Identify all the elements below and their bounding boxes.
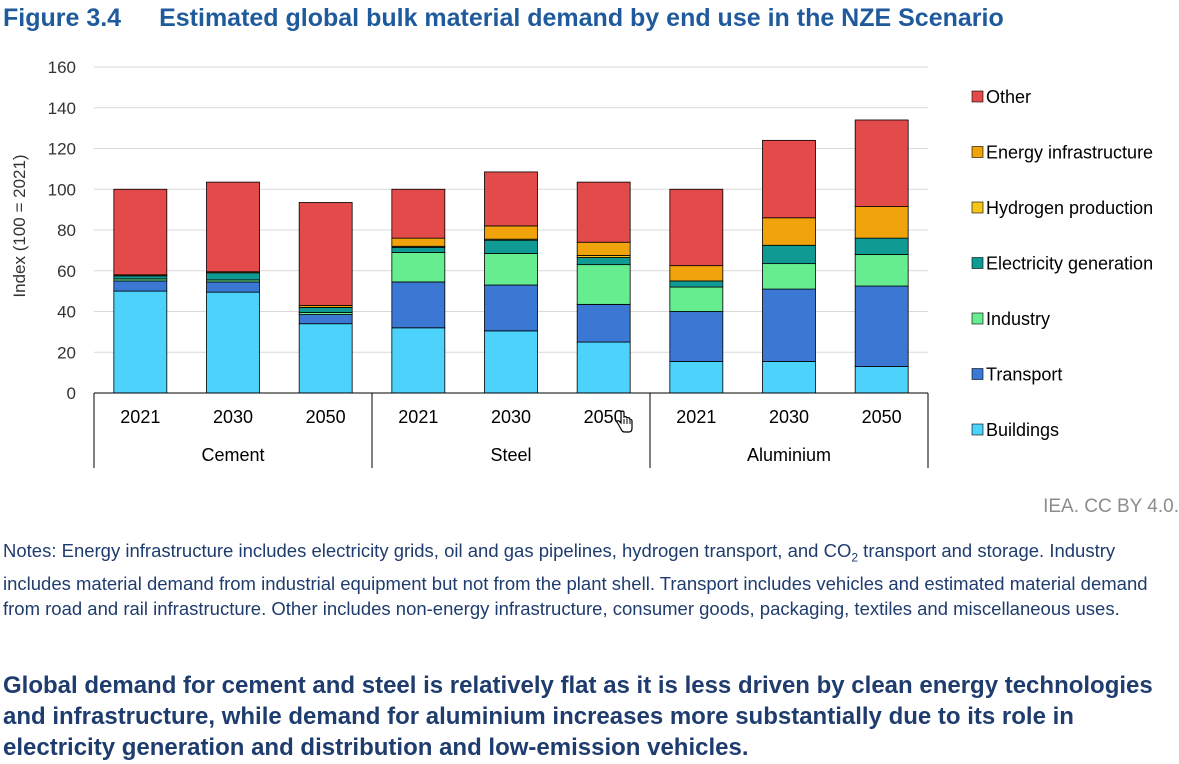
legend-label: Other: [986, 87, 1031, 107]
bar-segment: [762, 139, 816, 219]
bar-segment: [576, 241, 631, 256]
bar-segment: [576, 341, 631, 394]
bar-segment: [762, 361, 816, 394]
figure-number: Figure 3.4: [3, 4, 122, 32]
bar-segment: [113, 280, 168, 292]
bar-segment: [484, 330, 538, 394]
bar-segment: [669, 265, 724, 282]
notes-part-2: transport and storage. Industry includes…: [3, 540, 1148, 619]
bar-segment: [669, 311, 724, 362]
bar-segment: [762, 244, 816, 265]
bar-segment: [298, 307, 353, 313]
bar-segment: [298, 314, 353, 325]
notes: Notes: Energy infrastructure includes el…: [3, 538, 1163, 621]
legend-swatch: [971, 312, 984, 325]
x-tick-label: 2030: [213, 407, 253, 427]
x-group-label: Aluminium: [747, 445, 831, 465]
legend-swatch: [971, 423, 984, 436]
legend-swatch: [971, 368, 984, 380]
hand-cursor-icon: [616, 410, 633, 433]
legend-swatch: [971, 201, 984, 214]
bar-segment: [484, 284, 538, 332]
x-group-label: Cement: [201, 445, 264, 465]
y-tick-label: 0: [67, 384, 76, 403]
bar-segment: [113, 275, 168, 280]
legend-label: Transport: [986, 365, 1062, 385]
y-tick-label: 20: [57, 343, 76, 362]
y-tick-label: 80: [57, 221, 76, 240]
bar-segment: [484, 225, 538, 240]
bar-segment: [669, 361, 724, 394]
bar-segment: [669, 188, 724, 267]
x-tick-label: 2050: [584, 407, 624, 427]
x-tick-label: 2030: [769, 407, 809, 427]
bar-segment: [854, 119, 909, 207]
bar-segment: [576, 264, 631, 305]
credit-text: IEA. CC BY 4.0.: [1043, 496, 1179, 517]
bars: [113, 119, 909, 394]
bar-segment: [113, 188, 168, 276]
y-tick-label: 100: [48, 180, 76, 199]
bar-segment: [854, 206, 909, 239]
legend-label: Electricity generation: [986, 254, 1153, 274]
x-tick-label: 2050: [862, 407, 902, 427]
notes-subscript: 2: [851, 550, 859, 565]
y-tick-label: 160: [48, 58, 76, 77]
bar-segment: [391, 246, 446, 253]
y-tick-label: 40: [57, 303, 76, 322]
bar-segment: [854, 237, 909, 255]
bar-segment: [206, 272, 260, 281]
bar-segment: [576, 303, 631, 343]
bar-segment: [391, 188, 446, 239]
figure-title: Figure 3.4 Estimated global bulk material…: [3, 4, 1004, 33]
x-group-label: Steel: [490, 445, 531, 465]
legend-label: Buildings: [986, 420, 1059, 440]
bar-segment: [484, 239, 538, 254]
legend-swatch: [971, 90, 984, 103]
x-tick-label: 2050: [306, 407, 346, 427]
bar-segment: [298, 202, 353, 306]
legend-swatch: [971, 257, 984, 269]
y-axis-ticks: 0 20 40 60 80 100 120 140 160: [48, 58, 76, 403]
legend-label: Energy infrastructure: [986, 143, 1153, 163]
bar-segment: [206, 291, 260, 394]
x-tick-label: 2030: [491, 407, 531, 427]
legend-label: Industry: [986, 309, 1050, 329]
legend-label: Hydrogen production: [986, 198, 1153, 218]
bar-segment: [391, 252, 446, 283]
bar-segment: [391, 281, 446, 329]
y-tick-label: 60: [57, 262, 76, 281]
bar-segment: [391, 237, 446, 247]
legend: Other Energy infrastructure Hydrogen produ…: [971, 87, 1153, 440]
x-tick-label: 2021: [676, 407, 716, 427]
summary-text: Global demand for cement and steel is re…: [3, 672, 1153, 761]
y-tick-label: 140: [48, 99, 76, 118]
bar-segment: [576, 181, 631, 243]
bar-segment: [762, 288, 816, 362]
bar-segment: [391, 327, 446, 394]
stacked-bar-chart: 0 20 40 60 80 100 120 140 160 2021 2030 2050 Cement…: [10, 58, 1153, 468]
bar-segment: [206, 181, 260, 273]
legend-swatch: [971, 146, 984, 158]
x-tick-label: 2021: [398, 407, 438, 427]
bar-segment: [854, 366, 909, 394]
bar-segment: [113, 290, 168, 394]
bar-segment: [669, 280, 724, 288]
x-axis: 2021 2030 2050 Cement 2021 2030 2050 Steel 2021 2…: [93, 392, 929, 468]
bar-segment: [298, 323, 353, 394]
bar-segment: [762, 263, 816, 290]
y-tick-label: 120: [48, 140, 76, 159]
bar-segment: [576, 257, 631, 266]
bar-segment: [762, 217, 816, 246]
bar-segment: [484, 171, 538, 227]
bar-segment: [854, 285, 909, 367]
bar-segment: [484, 253, 538, 286]
bar-segment: [669, 286, 724, 312]
bar-segment: [206, 281, 260, 293]
y-axis-label: Index (100 = 2021): [10, 154, 29, 297]
notes-part-1: Notes: Energy infrastructure includes el…: [3, 540, 852, 561]
figure-title-text: Estimated global bulk material demand by…: [159, 4, 1004, 32]
x-tick-label: 2021: [120, 407, 160, 427]
bar-segment: [854, 254, 909, 287]
